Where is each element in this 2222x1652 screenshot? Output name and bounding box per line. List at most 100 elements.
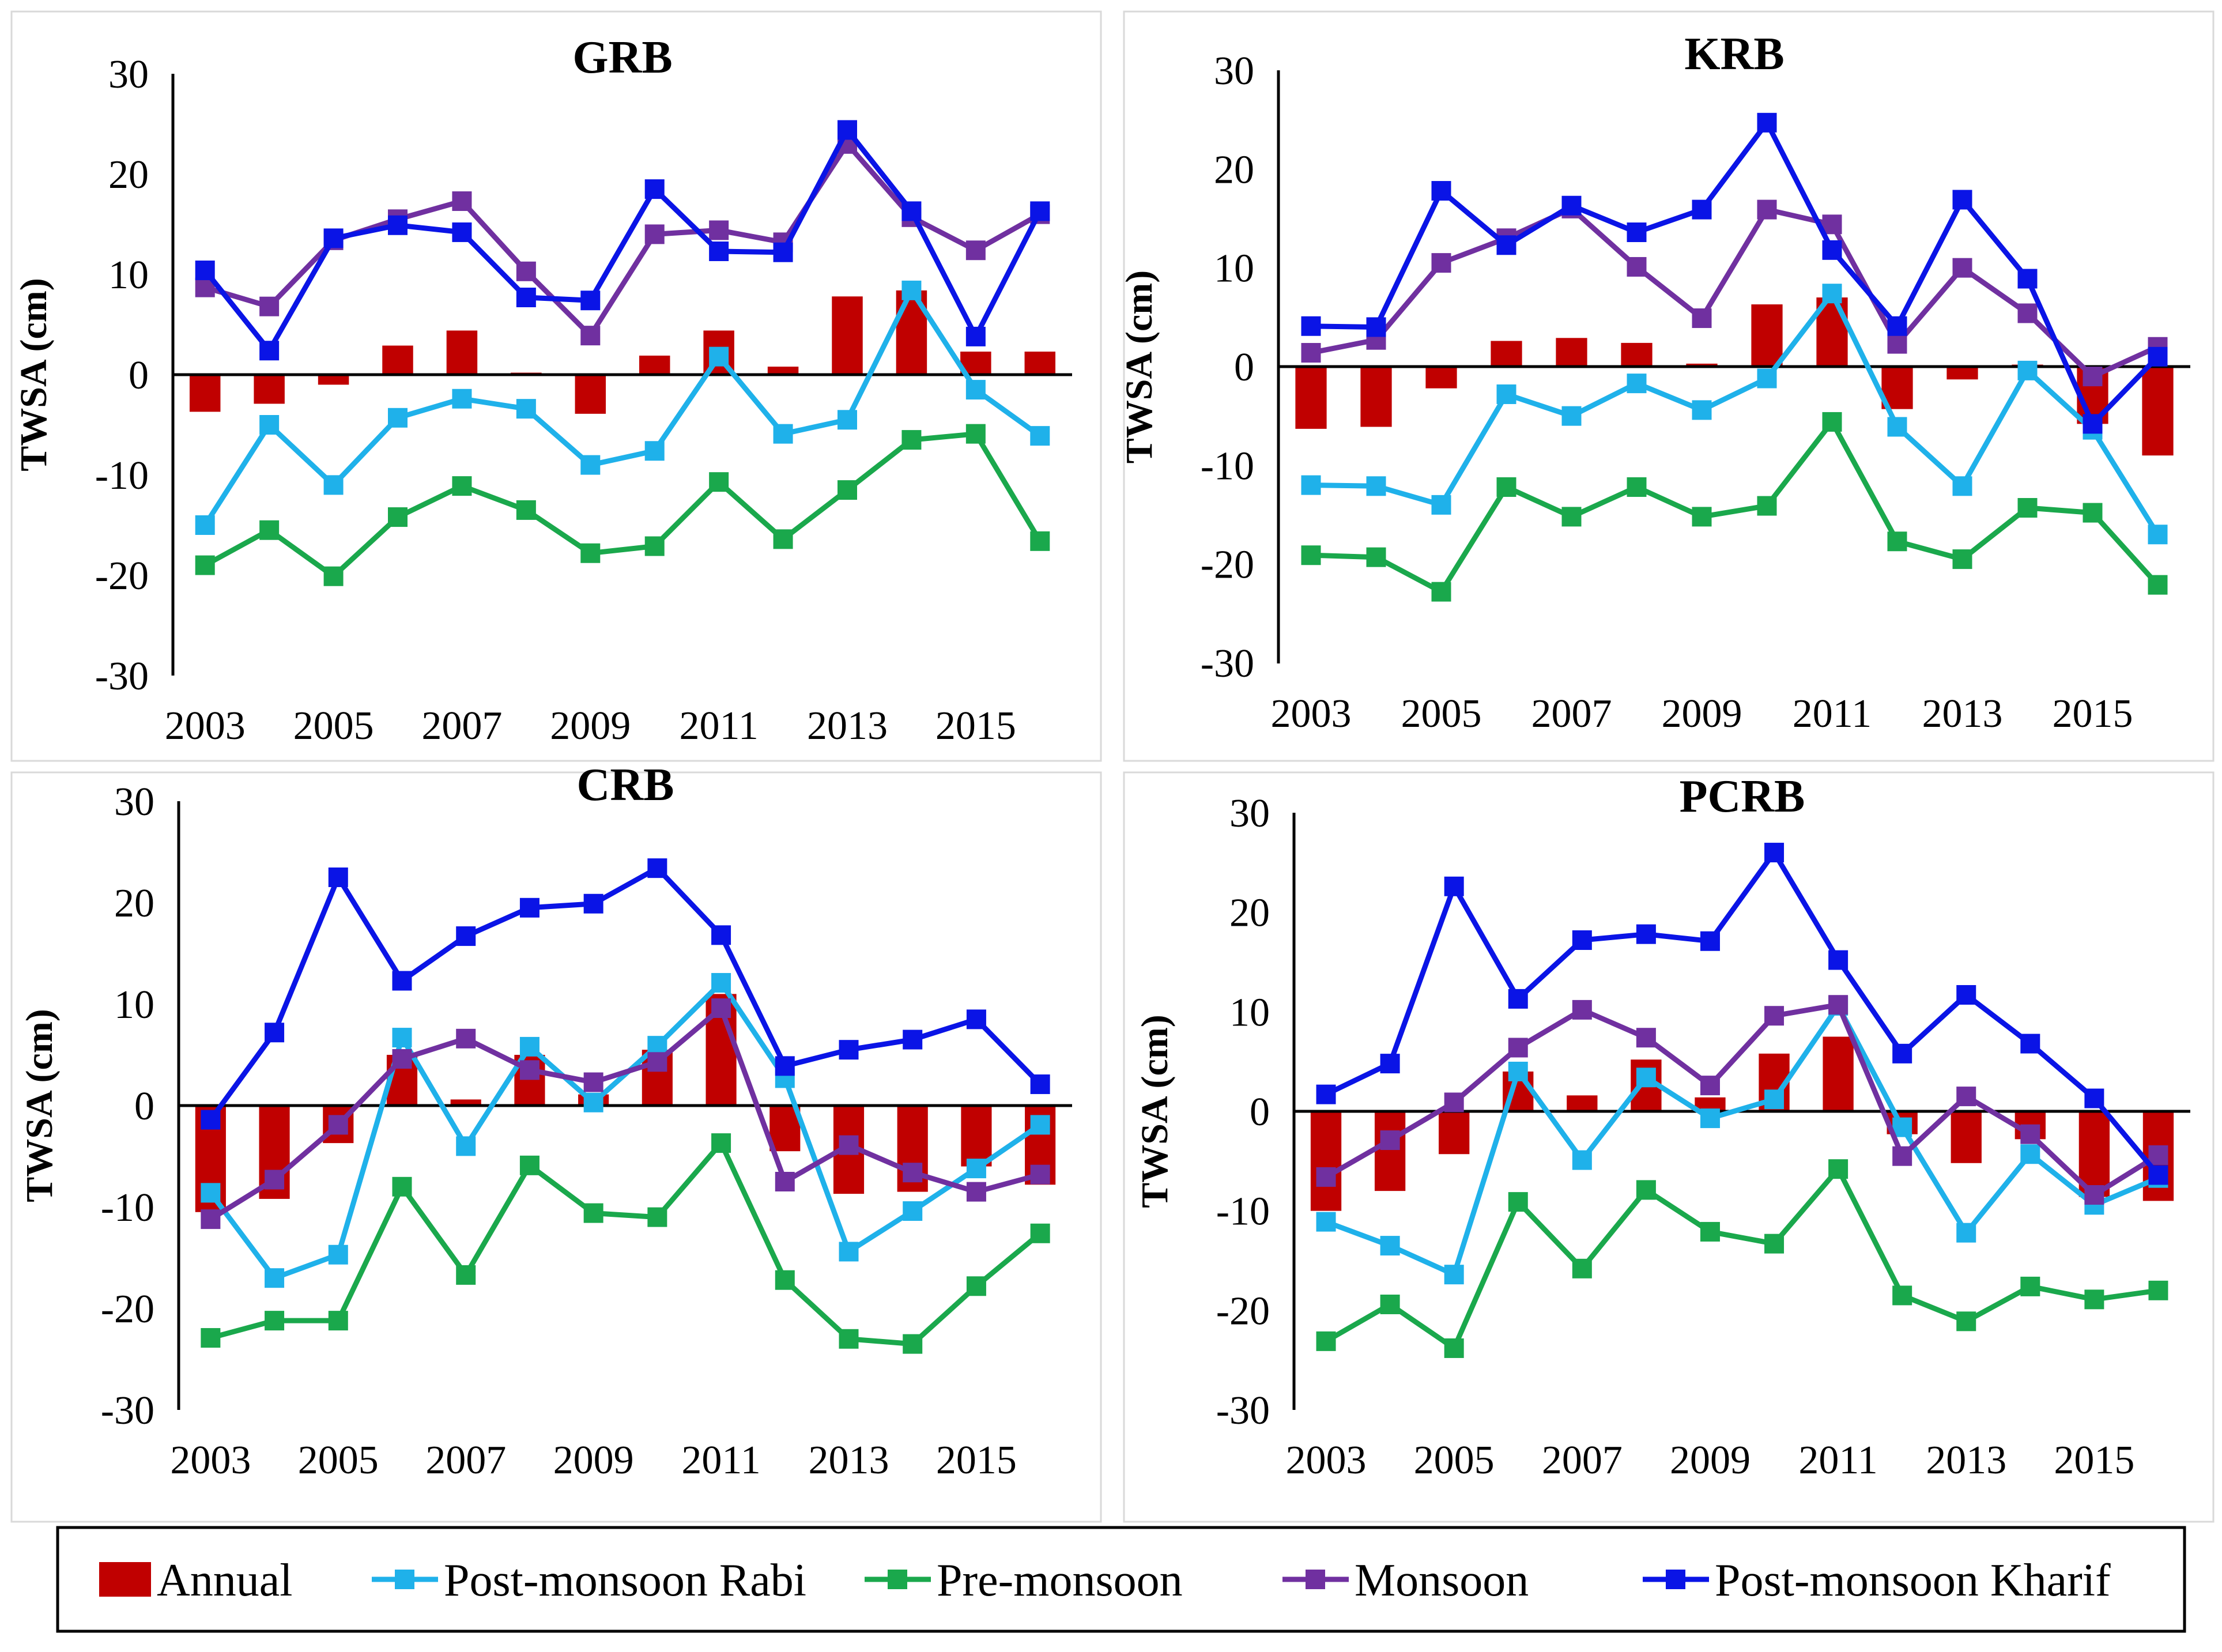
series-marker-kharif: [966, 1009, 986, 1029]
x-tick-label: 2007: [421, 704, 502, 748]
panel-title: KRB: [1684, 29, 1784, 80]
series-marker-rabi: [709, 346, 729, 367]
series-marker-pre: [323, 566, 344, 586]
series-marker-kharif: [1692, 199, 1712, 220]
x-tick-label: 2009: [553, 1438, 634, 1483]
series-marker-kharif: [1828, 950, 1848, 970]
series-marker-kharif: [1822, 240, 1842, 260]
series-marker-rabi: [966, 1159, 986, 1179]
series-marker-pre: [1952, 549, 1972, 569]
series-marker-kharif: [388, 215, 408, 235]
series-marker-monsoon: [2148, 1145, 2168, 1165]
series-marker-monsoon: [709, 220, 729, 240]
series-marker-pre: [201, 1328, 221, 1348]
series-marker-monsoon: [1822, 214, 1842, 235]
y-tick-label: -10: [1216, 1190, 1270, 1234]
x-tick-label: 2013: [1926, 1438, 2006, 1483]
annual-bar: [832, 296, 863, 375]
x-tick-label: 2005: [1401, 692, 1482, 736]
series-marker-kharif: [1380, 1054, 1400, 1074]
annual-bar: [1621, 342, 1653, 367]
x-tick-label: 2003: [165, 704, 246, 748]
y-tick-label: -10: [101, 1186, 154, 1230]
x-tick-label: 2011: [1798, 1438, 1877, 1483]
series-marker-monsoon: [580, 326, 601, 346]
series-marker-kharif: [456, 926, 476, 946]
series-marker-monsoon: [1887, 334, 1907, 354]
y-tick-label: -30: [1201, 642, 1254, 686]
legend-label-annual: Annual: [157, 1555, 293, 1606]
series-line-pre: [1325, 1166, 2159, 1351]
series-marker-kharif: [1301, 316, 1321, 336]
series-marker-rabi: [392, 1028, 412, 1048]
series-marker-monsoon: [2084, 1185, 2104, 1205]
series-marker-pre: [580, 543, 601, 563]
annual-bar: [1686, 363, 1718, 367]
series-marker-monsoon: [583, 1072, 603, 1092]
series-marker-pre: [1380, 1294, 1400, 1314]
series-marker-kharif: [392, 971, 412, 991]
series-marker-pre: [328, 1311, 348, 1331]
series-marker-pre: [516, 500, 536, 520]
series-marker-rabi: [1956, 1223, 1976, 1243]
series-marker-kharif: [1030, 201, 1050, 221]
series-marker-kharif: [1496, 235, 1516, 255]
series-marker-kharif: [1030, 1074, 1050, 1095]
series-marker-kharif: [1757, 112, 1777, 133]
series-marker-kharif: [2017, 269, 2038, 289]
series-marker-monsoon: [392, 1049, 412, 1069]
series-marker-rabi: [1316, 1212, 1336, 1232]
series-marker-kharif: [580, 291, 601, 311]
x-tick-label: 2015: [2054, 1438, 2134, 1483]
y-axis-title: TWSA (cm): [13, 278, 55, 471]
series-marker-kharif: [773, 242, 793, 262]
series-marker-rabi: [839, 1242, 859, 1262]
y-tick-label: 20: [1214, 148, 1254, 192]
x-tick-label: 2013: [809, 1438, 889, 1483]
series-marker-pre: [711, 1133, 731, 1153]
series-marker-rabi: [1887, 417, 1907, 437]
series-marker-kharif: [965, 326, 986, 346]
series-marker-pre: [965, 424, 986, 444]
series-marker-rabi: [1380, 1236, 1400, 1256]
series-marker-pre: [903, 1334, 923, 1354]
series-marker-kharif: [1366, 317, 1386, 337]
series-marker-rabi: [201, 1183, 221, 1203]
series-marker-rabi: [456, 1136, 476, 1156]
series-line-kharif: [208, 865, 1042, 1122]
series-marker-rabi: [516, 399, 536, 419]
legend-marker-monsoon: [1306, 1570, 1325, 1589]
series-line-rabi: [1325, 1003, 2160, 1277]
series-marker-pre: [1692, 507, 1712, 527]
series-marker-pre: [1636, 1180, 1656, 1200]
series-marker-kharif: [711, 925, 731, 945]
series-marker-rabi: [580, 455, 601, 475]
y-tick-label: 30: [1214, 49, 1254, 93]
series-marker-rabi: [323, 475, 344, 495]
series-marker-pre: [839, 1329, 859, 1349]
series-marker-monsoon: [711, 998, 731, 1019]
series-marker-monsoon: [965, 240, 986, 261]
series-marker-pre: [1892, 1285, 1912, 1306]
series-marker-kharif: [1956, 985, 1976, 1005]
series-marker-pre: [2017, 498, 2038, 518]
series-marker-kharif: [328, 868, 348, 887]
series-marker-pre: [647, 1207, 667, 1227]
series-marker-rabi: [711, 973, 731, 993]
series-marker-rabi: [2017, 360, 2038, 380]
series-marker-rabi: [644, 441, 665, 461]
series-line-monsoon: [1325, 1002, 2160, 1198]
series-marker-rabi: [452, 389, 472, 409]
series-marker-kharif: [2084, 1088, 2104, 1108]
y-tick-label: 30: [114, 780, 154, 824]
series-marker-kharif: [1952, 190, 1972, 210]
series-marker-kharif: [901, 201, 922, 221]
series-marker-kharif: [644, 179, 665, 199]
series-marker-pre: [1700, 1221, 1720, 1242]
series-marker-pre: [1956, 1311, 1976, 1332]
series-marker-pre: [259, 520, 280, 540]
series-marker-pre: [2148, 575, 2168, 595]
series-marker-kharif: [1431, 181, 1451, 201]
series-marker-kharif: [1636, 924, 1656, 944]
x-tick-label: 2015: [935, 704, 1016, 748]
